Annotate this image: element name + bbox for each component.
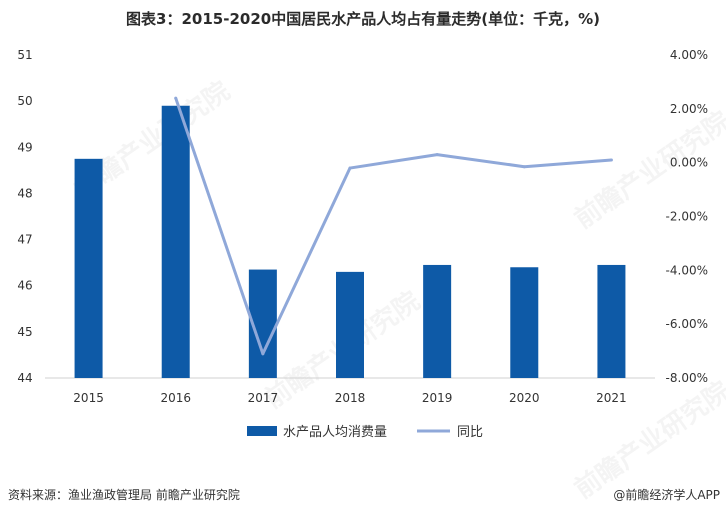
- line-point: [174, 96, 178, 100]
- x-tick-label: 2021: [596, 391, 627, 405]
- bar: [597, 264, 626, 378]
- line-point: [522, 165, 526, 169]
- line-point: [609, 158, 613, 162]
- x-tick-label: 2020: [509, 391, 540, 405]
- y-right-tick-label: 2.00%: [670, 102, 708, 116]
- y-right-tick-label: -4.00%: [666, 263, 708, 277]
- y-left-tick-label: 44: [17, 371, 32, 385]
- y-left-tick-label: 47: [17, 233, 32, 247]
- x-tick-label: 2015: [73, 391, 104, 405]
- x-tick-label: 2019: [422, 391, 453, 405]
- legend-line-label: 同比: [457, 425, 483, 440]
- legend-bar-label: 水产品人均消费量: [283, 425, 387, 440]
- line-series: [174, 97, 612, 356]
- y-left-tick-label: 50: [17, 94, 32, 108]
- bar: [161, 105, 190, 378]
- y-left-tick-label: 48: [17, 186, 32, 200]
- footer: 资料来源：渔业渔政管理局 前瞻产业研究院 @前瞻经济学人APP: [8, 486, 720, 503]
- bar: [510, 267, 539, 378]
- y-right-tick-label: -2.00%: [666, 210, 708, 224]
- line-point: [435, 153, 439, 157]
- line-point: [261, 352, 265, 356]
- bar: [423, 264, 452, 378]
- x-tick-label: 2016: [160, 391, 191, 405]
- y-right-tick-label: -6.00%: [666, 317, 708, 331]
- y-left-tick-label: 45: [17, 325, 32, 339]
- chart-title: 图表3：2015-2020中国居民水产品人均占有量走势(单位：千克，%): [126, 10, 600, 28]
- y-left-tick-label: 46: [17, 279, 32, 293]
- line-point: [348, 166, 352, 170]
- x-tick-label: 2017: [248, 391, 279, 405]
- bar: [74, 158, 103, 378]
- y-left-tick-label: 51: [17, 48, 32, 62]
- x-tick-label: 2018: [335, 391, 366, 405]
- y-right-tick-label: 4.00%: [670, 48, 708, 62]
- y-right-tick-label: 0.00%: [670, 156, 708, 170]
- y-right-tick-label: -8.00%: [666, 371, 708, 385]
- chart-canvas: 44 45 46 47 48 49 50 51 -8.00% -6.00% -4.00% -2.00%…: [17, 48, 708, 440]
- source-note: 资料来源：渔业渔政管理局 前瞻产业研究院: [8, 488, 240, 502]
- brand-label: @前瞻经济学人APP: [613, 488, 720, 502]
- bar: [336, 271, 364, 378]
- y-left-tick-label: 49: [17, 140, 32, 154]
- legend-bar-swatch: [247, 426, 277, 436]
